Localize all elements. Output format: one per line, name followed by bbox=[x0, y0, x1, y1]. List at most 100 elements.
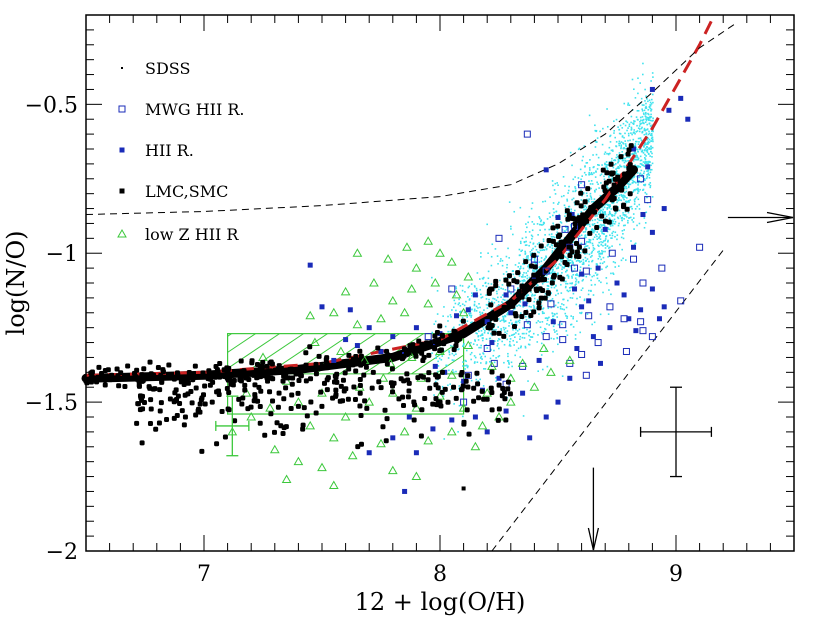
sdss-point bbox=[589, 195, 592, 197]
sdss-point bbox=[501, 340, 503, 343]
sdss-point bbox=[437, 365, 440, 367]
sdss-point bbox=[506, 299, 509, 302]
sdss-point bbox=[567, 290, 570, 293]
sdss-point bbox=[504, 327, 507, 329]
sdss-point bbox=[639, 172, 642, 175]
lmc-smc-point bbox=[182, 414, 188, 420]
hii-region-point bbox=[621, 292, 627, 298]
sdss-point bbox=[525, 236, 527, 239]
sdss-point bbox=[570, 315, 573, 317]
low-z-hii-point bbox=[246, 411, 257, 421]
sdss-point bbox=[630, 205, 633, 208]
hii-region-point bbox=[590, 334, 596, 340]
lmc-smc-point bbox=[538, 243, 544, 249]
sdss-point bbox=[570, 210, 572, 213]
sdss-point bbox=[612, 202, 615, 204]
sdss-point bbox=[524, 346, 527, 349]
lmc-smc-point bbox=[376, 379, 382, 385]
sdss-point bbox=[564, 206, 567, 209]
sdss-point bbox=[611, 222, 613, 225]
sdss-point bbox=[646, 143, 649, 145]
sdss-point bbox=[481, 334, 484, 336]
sdss-point bbox=[533, 258, 536, 260]
sdss-point bbox=[622, 233, 624, 235]
lmc-smc-point bbox=[313, 410, 319, 416]
sdss-point bbox=[545, 255, 547, 258]
sdss-point bbox=[628, 156, 630, 159]
sdss-point bbox=[608, 217, 611, 220]
sdss-point bbox=[643, 184, 645, 186]
sdss-point bbox=[636, 172, 639, 174]
sdss-point bbox=[513, 289, 516, 291]
sdss-point bbox=[534, 245, 537, 248]
lmc-smc-point bbox=[340, 377, 346, 383]
mwg-hii-point bbox=[658, 264, 666, 272]
sdss-point bbox=[470, 316, 472, 318]
sdss-point bbox=[642, 112, 645, 115]
sdss-point bbox=[615, 118, 618, 121]
sdss-point bbox=[615, 156, 618, 159]
sdss-point bbox=[553, 313, 556, 315]
sdss-point bbox=[539, 217, 541, 220]
sdss-point bbox=[527, 264, 530, 266]
sdss-point bbox=[498, 354, 501, 357]
sdss-point bbox=[618, 173, 621, 176]
sdss-point bbox=[596, 141, 598, 143]
sdss-point bbox=[612, 261, 615, 263]
sdss-point bbox=[617, 217, 620, 220]
sdss-point bbox=[606, 168, 609, 170]
sdss-point bbox=[528, 305, 531, 308]
sdss-point bbox=[598, 252, 601, 255]
sdss-point bbox=[517, 288, 519, 290]
sdss-point bbox=[633, 145, 636, 147]
sdss-point bbox=[519, 335, 522, 338]
sdss-point bbox=[631, 78, 634, 81]
sdss-point bbox=[607, 187, 609, 190]
sdss-point bbox=[644, 115, 647, 117]
lmc-smc-point bbox=[496, 330, 502, 336]
sdss-point bbox=[633, 199, 636, 201]
sdss-point bbox=[604, 244, 607, 246]
sdss-point bbox=[609, 134, 612, 137]
sdss-point bbox=[489, 360, 491, 363]
sdss-point bbox=[576, 297, 578, 300]
sdss-point bbox=[575, 274, 577, 276]
sdss-point bbox=[559, 305, 562, 308]
sdss-point bbox=[535, 270, 538, 272]
lmc-smc-point bbox=[421, 354, 427, 360]
sdss-point bbox=[645, 105, 647, 108]
sdss-point bbox=[613, 159, 616, 161]
sdss-point bbox=[563, 308, 565, 311]
sdss-point bbox=[626, 200, 629, 203]
sdss-point bbox=[514, 264, 517, 266]
hii-region-point bbox=[649, 286, 655, 292]
low-z-hii-point bbox=[564, 355, 575, 364]
sdss-point bbox=[617, 265, 620, 267]
lmc-smc-point bbox=[361, 372, 367, 378]
low-z-hii-point bbox=[546, 367, 556, 376]
lmc-smc-point bbox=[571, 228, 577, 234]
sdss-point bbox=[483, 309, 485, 311]
sdss-point bbox=[623, 213, 626, 216]
mwg-hii-point bbox=[630, 255, 638, 263]
sdss-point bbox=[579, 312, 581, 314]
sdss-point bbox=[613, 159, 615, 162]
mwg-hii-point bbox=[696, 243, 704, 251]
sdss-point bbox=[625, 160, 627, 163]
lmc-smc-point bbox=[535, 277, 541, 283]
mwg-hii-point bbox=[582, 371, 590, 379]
sdss-point bbox=[611, 245, 613, 247]
sdss-point bbox=[599, 226, 602, 229]
lmc-smc-point bbox=[202, 401, 208, 407]
low-z-hii-point bbox=[369, 277, 379, 287]
hii-region-point bbox=[661, 206, 667, 212]
lmc-smc-point bbox=[258, 388, 264, 394]
sdss-point bbox=[508, 201, 511, 203]
sdss-point bbox=[624, 124, 627, 127]
sdss-point bbox=[633, 153, 636, 155]
sdss-point bbox=[632, 122, 635, 124]
sdss-point bbox=[493, 361, 496, 364]
sdss-point bbox=[574, 258, 576, 260]
hii-region-point bbox=[661, 304, 667, 310]
lmc-smc-point bbox=[451, 346, 457, 352]
